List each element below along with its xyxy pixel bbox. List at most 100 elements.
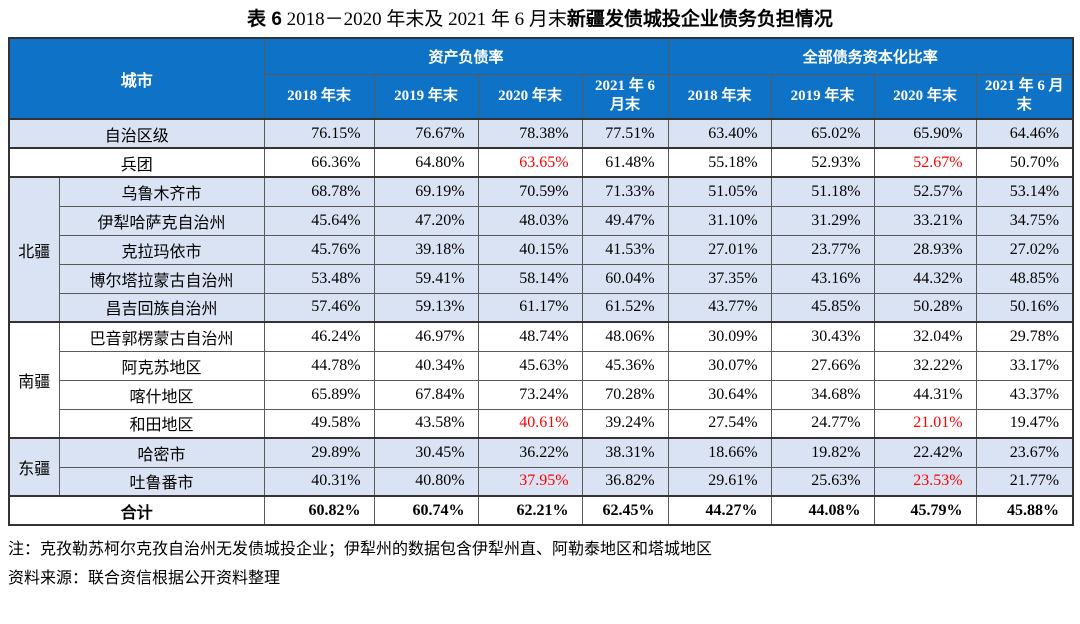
value-cell: 65.02% bbox=[770, 118, 875, 149]
value-cell: 27.66% bbox=[770, 350, 875, 381]
value-cell: 23.77% bbox=[770, 234, 875, 265]
table-body: 自治区级 76.15% 76.67% 78.38% 77.51% 63.40% 65.02%… bbox=[8, 118, 1074, 526]
year-header: 2018 年末 bbox=[667, 73, 772, 120]
value-cell: 51.18% bbox=[770, 176, 875, 207]
table-row: 东疆 哈密市 29.89% 30.45% 36.22% 38.31% 18.66% 19.82… bbox=[8, 437, 1074, 497]
value-cell: 34.68% bbox=[770, 379, 875, 410]
value-cell: 48.03% bbox=[477, 205, 583, 236]
value-cell: 32.22% bbox=[873, 350, 977, 381]
table-row: 博尔塔拉蒙古自治州 53.48% 59.41% 58.14% 60.04% 37.35% 4… bbox=[9, 263, 1074, 294]
debt-table: 城市 资产负债率 全部债务资本化比率 2018 年末 2019 年末 2020 … bbox=[8, 37, 1075, 526]
city-cell: 自治区级 bbox=[8, 118, 265, 149]
city-cell: 乌鲁木齐市 bbox=[58, 176, 265, 207]
value-cell: 52.67% bbox=[873, 147, 977, 178]
value-cell: 52.57% bbox=[873, 176, 977, 207]
value-cell: 44.78% bbox=[263, 350, 375, 381]
table-row: 北疆 乌鲁木齐市 68.78% 69.19% 70.59% 71.33% 51.05% 51.… bbox=[8, 176, 1074, 323]
city-cell: 阿克苏地区 bbox=[58, 350, 265, 381]
value-cell: 36.82% bbox=[581, 466, 669, 497]
value-cell: 50.28% bbox=[873, 292, 977, 323]
region-cell: 南疆 bbox=[8, 321, 60, 439]
note-line: 注：克孜勒苏柯尔克孜自治州无发债城投企业；伊犁州的数据包含伊犁州直、阿勒泰地区和… bbox=[8, 541, 713, 558]
value-cell: 33.21% bbox=[873, 205, 977, 236]
table-row: 阿克苏地区 44.78% 40.34% 45.63% 45.36% 30.07% 27.66… bbox=[9, 350, 1074, 381]
section-header-total-debt-capitalization-ratio: 全部债务资本化比率 bbox=[667, 37, 1074, 75]
table-row: 南疆 巴音郭楞蒙古自治州 46.24% 46.97% 48.74% 48.06% 30.09… bbox=[8, 321, 1074, 439]
value-cell: 67.84% bbox=[373, 379, 479, 410]
value-cell: 32.04% bbox=[873, 321, 977, 352]
value-cell: 43.16% bbox=[770, 263, 875, 294]
value-cell: 50.70% bbox=[975, 147, 1074, 178]
value-cell: 64.46% bbox=[975, 118, 1074, 149]
value-cell: 38.31% bbox=[581, 437, 669, 468]
table-row: 昌吉回族自治州 57.46% 59.13% 61.17% 61.52% 43.77% 45.… bbox=[9, 292, 1074, 323]
value-cell: 40.34% bbox=[373, 350, 479, 381]
city-cell: 巴音郭楞蒙古自治州 bbox=[58, 321, 265, 352]
value-cell: 30.07% bbox=[667, 350, 772, 381]
city-cell: 合计 bbox=[8, 495, 265, 526]
value-cell: 44.31% bbox=[873, 379, 977, 410]
value-cell: 62.21% bbox=[477, 495, 583, 526]
value-cell: 39.24% bbox=[581, 408, 669, 439]
year-header: 2018 年末 bbox=[263, 73, 375, 120]
value-cell: 37.35% bbox=[667, 263, 772, 294]
year-header: 2021 年 6 月末 bbox=[581, 73, 669, 120]
city-cell: 喀什地区 bbox=[58, 379, 265, 410]
value-cell: 45.88% bbox=[975, 495, 1074, 526]
city-cell: 吐鲁番市 bbox=[58, 466, 265, 497]
city-cell: 哈密市 bbox=[58, 437, 265, 468]
value-cell: 46.24% bbox=[263, 321, 375, 352]
value-cell: 48.85% bbox=[975, 263, 1074, 294]
year-header: 2020 年末 bbox=[477, 73, 583, 120]
value-cell: 61.52% bbox=[581, 292, 669, 323]
table-row: 伊犁哈萨克自治州 45.64% 47.20% 48.03% 49.47% 31.10% 31… bbox=[9, 205, 1074, 236]
value-cell: 40.15% bbox=[477, 234, 583, 265]
value-cell: 40.61% bbox=[477, 408, 583, 439]
value-cell: 62.45% bbox=[581, 495, 669, 526]
table-notes: 注：克孜勒苏柯尔克孜自治州无发债城投企业；伊犁州的数据包含伊犁州直、阿勒泰地区和… bbox=[8, 535, 1072, 593]
value-cell: 19.47% bbox=[975, 408, 1074, 439]
value-cell: 29.78% bbox=[975, 321, 1074, 352]
value-cell: 34.75% bbox=[975, 205, 1074, 236]
city-cell: 和田地区 bbox=[58, 408, 265, 439]
value-cell: 64.80% bbox=[373, 147, 479, 178]
value-cell: 46.97% bbox=[373, 321, 479, 352]
value-cell: 52.93% bbox=[770, 147, 875, 178]
value-cell: 22.42% bbox=[873, 437, 977, 468]
value-cell: 45.63% bbox=[477, 350, 583, 381]
value-cell: 53.14% bbox=[975, 176, 1074, 207]
year-header: 2021 年 6 月末 bbox=[975, 73, 1074, 120]
table-number: 表 6 bbox=[247, 9, 282, 30]
value-cell: 55.18% bbox=[667, 147, 772, 178]
value-cell: 29.61% bbox=[667, 466, 772, 497]
title-period: 2018－2020 年末及 2021 年 6 月末 bbox=[281, 9, 567, 30]
value-cell: 77.51% bbox=[581, 118, 669, 149]
year-header: 2019 年末 bbox=[373, 73, 479, 120]
value-cell: 49.47% bbox=[581, 205, 669, 236]
city-column-header: 城市 bbox=[8, 37, 265, 120]
value-cell: 63.40% bbox=[667, 118, 772, 149]
value-cell: 60.74% bbox=[373, 495, 479, 526]
city-cell: 兵团 bbox=[8, 147, 265, 178]
value-cell: 70.59% bbox=[477, 176, 583, 207]
value-cell: 36.22% bbox=[477, 437, 583, 468]
city-cell: 博尔塔拉蒙古自治州 bbox=[58, 263, 265, 294]
value-cell: 47.20% bbox=[373, 205, 479, 236]
value-cell: 30.43% bbox=[770, 321, 875, 352]
value-cell: 45.36% bbox=[581, 350, 669, 381]
value-cell: 50.16% bbox=[975, 292, 1074, 323]
value-cell: 68.78% bbox=[263, 176, 375, 207]
value-cell: 18.66% bbox=[667, 437, 772, 468]
value-cell: 61.17% bbox=[477, 292, 583, 323]
value-cell: 40.31% bbox=[263, 466, 375, 497]
value-cell: 45.64% bbox=[263, 205, 375, 236]
city-cell: 克拉玛依市 bbox=[58, 234, 265, 265]
value-cell: 28.93% bbox=[873, 234, 977, 265]
value-cell: 66.36% bbox=[263, 147, 375, 178]
value-cell: 58.14% bbox=[477, 263, 583, 294]
value-cell: 45.76% bbox=[263, 234, 375, 265]
value-cell: 27.01% bbox=[667, 234, 772, 265]
year-header: 2020 年末 bbox=[873, 73, 977, 120]
value-cell: 70.28% bbox=[581, 379, 669, 410]
